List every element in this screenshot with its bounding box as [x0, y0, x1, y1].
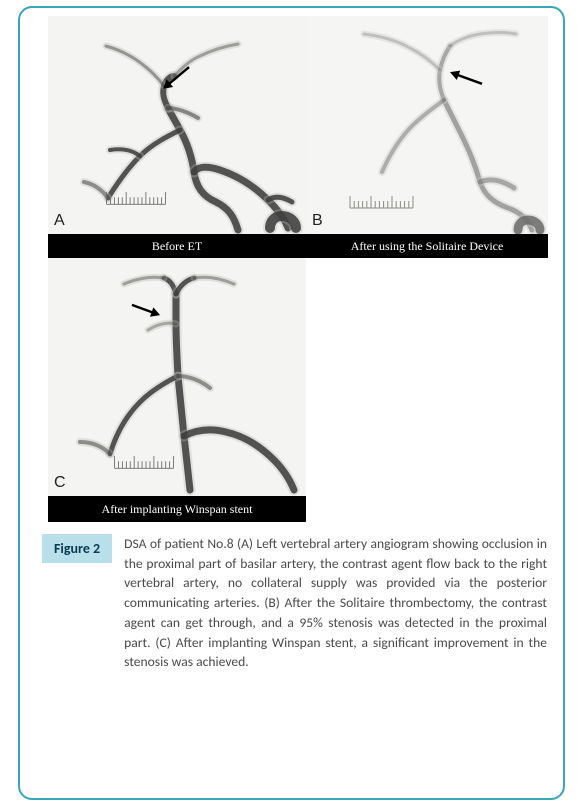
angiogram-B — [306, 16, 548, 234]
panel-B-label-bar: After using the Solitaire Device — [306, 234, 548, 258]
panel-row-1: A Before ET B After using the Solitaire … — [48, 16, 548, 258]
figure-caption-wrap: Figure 2 DSA of patient No.8 (A) Left ve… — [42, 534, 547, 672]
angiogram-A — [48, 16, 306, 234]
panel-A-wrap: A Before ET — [48, 16, 306, 258]
panel-letter-C: C — [54, 474, 66, 492]
panel-C-label-bar: After implanting Winspan stent — [48, 496, 306, 522]
panel-A: A — [48, 16, 306, 234]
panel-B-label: After using the Solitaire Device — [351, 239, 504, 254]
scale-ticks-A — [100, 192, 176, 206]
scale-ticks-C — [108, 456, 184, 470]
panel-letter-A: A — [54, 212, 65, 230]
scale-ticks-B — [348, 196, 419, 210]
panel-C: C — [48, 258, 306, 496]
panels-grid: A Before ET B After using the Solitaire … — [48, 16, 548, 522]
panel-A-label: Before ET — [152, 239, 202, 254]
panel-A-label-bar: Before ET — [48, 234, 306, 258]
panel-B: B — [306, 16, 548, 234]
panel-C-label: After implanting Winspan stent — [102, 502, 253, 517]
figure-caption-text: DSA of patient No.8 (A) Left vertebral a… — [124, 534, 547, 672]
panel-B-wrap: B After using the Solitaire Device — [306, 16, 548, 258]
panel-letter-B: B — [312, 212, 323, 230]
figure-container: A Before ET B After using the Solitaire … — [18, 6, 565, 800]
panel-row-2: C After implanting Winspan stent — [48, 258, 548, 522]
panel-C-wrap: C After implanting Winspan stent — [48, 258, 306, 522]
figure-label: Figure 2 — [42, 534, 112, 563]
